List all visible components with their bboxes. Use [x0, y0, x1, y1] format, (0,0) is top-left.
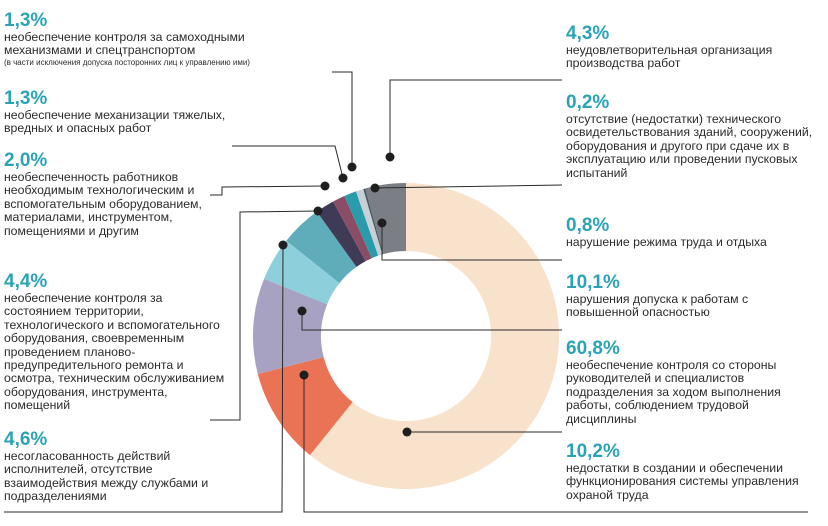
label-vehicles-desc: необеспечение контроля за самоходными ме…: [4, 30, 245, 58]
leader-dot-s-equipment: [320, 181, 330, 191]
label-permit-desc: нарушения допуска к работам с повышенной…: [566, 292, 749, 320]
slice-s-mechanization: [333, 195, 372, 262]
slice-s-inspection: [363, 188, 384, 255]
label-organization-pct: 4,3%: [566, 23, 610, 44]
label-vehicles-pct: 1,3%: [4, 10, 48, 31]
label-mgmt-desc: необеспечение контроля со стороны руково…: [566, 358, 781, 426]
leader-s-equipment: [210, 185, 326, 196]
leader-s-territory: [301, 311, 562, 331]
slice-s-coordination: [286, 211, 357, 284]
slice-s-territory: [252, 278, 328, 375]
donut-slices: [252, 183, 559, 489]
slice-s-ot-system: [257, 357, 353, 456]
leader-s-coordination: [210, 210, 319, 421]
label-equipment-pct: 2,0%: [4, 150, 48, 171]
leader-s-inspection: [374, 184, 563, 189]
leader-dot-s-inspection: [370, 183, 380, 193]
label-regime: 0,8% нарушение режима труда и отдыха: [566, 215, 816, 249]
label-mechanization: 1,3% необеспечение механизации тяжелых, …: [4, 88, 234, 136]
label-inspection-desc: отсутствие (недостатки) технического осв…: [566, 112, 813, 180]
label-permit-pct: 10,1%: [566, 272, 620, 293]
leader-dot-s-coordination: [313, 206, 323, 216]
leader-lines: [4, 71, 808, 513]
label-territory: 4,4% необеспечение контроля за состояние…: [4, 271, 230, 413]
slice-s-vehicles: [344, 191, 379, 259]
label-coordination: 4,6% несогласованность действий исполнит…: [4, 429, 209, 504]
leader-dot-s-territory: [297, 306, 307, 316]
leader-dot-s-ot-system: [299, 370, 309, 380]
label-regime-desc: нарушение режима труда и отдыха: [566, 235, 767, 249]
label-ot-system-pct: 10,2%: [566, 441, 620, 462]
label-territory-pct: 4,4%: [4, 271, 48, 292]
label-inspection-pct: 0,2%: [566, 92, 610, 113]
leader-dot-s-organization: [385, 152, 395, 162]
leader-dot-s-vehicles: [347, 162, 357, 172]
label-ot-system-desc: недостатки в создании и обеспечении функ…: [566, 461, 799, 502]
label-vehicles-note: (в части исключения допуска посторонних …: [4, 57, 250, 67]
slice-s-equipment: [316, 201, 366, 267]
label-territory-desc: необеспечение контроля за состоянием тер…: [4, 291, 225, 413]
label-regime-pct: 0,8%: [566, 215, 610, 236]
label-organization-desc: неудовлетворительная организация произво…: [566, 43, 773, 71]
label-mgmt: 60,8% необеспечение контроля со стороны …: [566, 338, 811, 426]
label-coordination-pct: 4,6%: [4, 429, 48, 450]
slice-s-regime: [355, 189, 383, 256]
label-vehicles: 1,3% необеспечение контроля за самоходны…: [4, 10, 334, 68]
label-permit: 10,1% нарушения допуска к работам с повы…: [566, 272, 806, 320]
leader-s-ot-system: [303, 375, 808, 513]
label-inspection: 0,2% отсутствие (недостатки) техническог…: [566, 92, 816, 180]
label-equipment-desc: необеспеченность работников необходимым …: [4, 170, 202, 238]
label-coordination-desc: несогласованность действий исполнителей,…: [4, 449, 209, 504]
leader-dot-s-permit: [278, 240, 288, 250]
leader-s-vehicles: [332, 71, 353, 167]
leader-s-mechanization: [232, 145, 344, 179]
label-ot-system: 10,2% недостатки в создании и обеспечени…: [566, 441, 806, 502]
label-equipment: 2,0% необеспеченность работников необход…: [4, 150, 204, 238]
label-mgmt-pct: 60,8%: [566, 338, 620, 359]
leader-s-regime: [381, 223, 562, 261]
leader-s-organization: [389, 79, 562, 157]
label-mechanization-pct: 1,3%: [4, 88, 48, 109]
label-organization: 4,3% неудовлетворительная организация пр…: [566, 23, 806, 71]
label-mechanization-desc: необеспечение механизации тяжелых, вредн…: [4, 108, 226, 136]
slice-s-organization: [365, 183, 406, 255]
leader-dot-s-mgmt: [402, 427, 412, 437]
leader-dot-s-regime: [377, 218, 387, 228]
leader-s-permit: [4, 244, 284, 513]
leader-dot-s-mechanization: [338, 173, 348, 183]
